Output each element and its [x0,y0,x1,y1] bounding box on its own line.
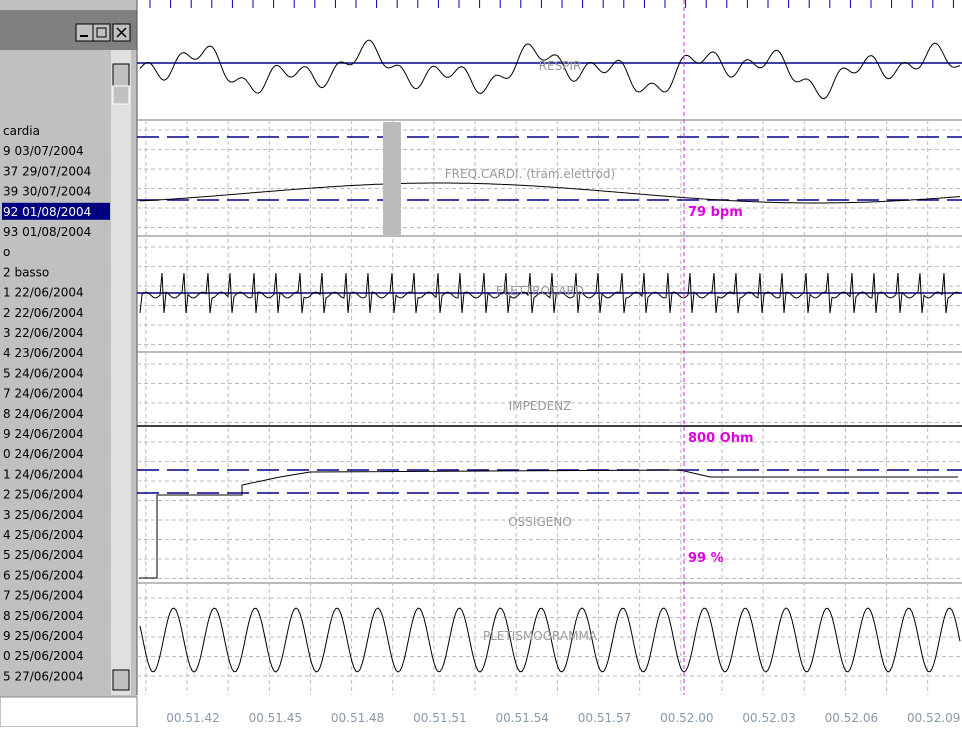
list-item[interactable]: 7 25/06/2004 [3,589,84,603]
time-label: 00.52.00 [660,711,713,725]
time-label: 00.51.51 [413,711,466,725]
list-item[interactable]: 1 22/06/2004 [3,286,84,300]
list-item[interactable]: 92 01/08/2004 [3,205,91,219]
list-item[interactable]: 8 24/06/2004 [3,407,84,421]
cursor-value: 800 Ohm [688,431,754,446]
list-item[interactable]: 2 22/06/2004 [3,306,84,320]
ecg-wave [139,272,961,314]
scrollbar[interactable] [111,50,131,695]
time-label: 00.51.42 [166,711,219,725]
list-item[interactable]: 7 24/06/2004 [3,387,84,401]
respiration-wave [139,39,961,100]
list-item[interactable]: 3 25/06/2004 [3,508,84,522]
list-item[interactable]: 4 25/06/2004 [3,528,84,542]
plot: 00.51.42 00.51.45 00.51.48 00.51.51 00.51.54… [104,0,962,725]
list-item[interactable]: 8 25/06/2004 [3,609,84,623]
list-item[interactable]: 9 03/07/2004 [3,144,84,158]
list-item[interactable]: 93 01/08/2004 [3,225,91,239]
scroll-down[interactable] [112,669,130,691]
list-item[interactable]: 5 25/06/2004 [3,548,84,562]
channel-label: IMPEDENZ [509,399,572,413]
list [0,50,111,695]
icon [116,27,127,38]
time-label: 00.51.45 [249,711,302,725]
time-label: 00.52.03 [742,711,795,725]
channel-label: ELETTROCARD [496,284,584,298]
status [0,696,138,728]
scroll-thumb[interactable] [112,85,130,105]
list-item[interactable]: 9 24/06/2004 [3,427,84,441]
list-item[interactable]: 9 25/06/2004 [3,629,84,643]
pleth-wave [139,607,961,673]
time-label: 00.51.54 [495,711,548,725]
minimize[interactable] [75,23,94,42]
selection [2,202,110,220]
list-item[interactable]: 1 24/06/2004 [3,467,84,481]
cursor-value: 99 % [688,551,724,566]
channel-label: OSSIGENO [508,515,572,529]
channel-label: FREQ.CARDI. (tram.elettrod) [445,167,615,181]
window-buttons[interactable] [75,23,131,42]
time-label: 00.51.57 [578,711,631,725]
time-label: 00.52.09 [907,711,960,725]
icon [96,27,107,38]
time-label: 00.52.06 [825,711,878,725]
list-item[interactable]: 0 24/06/2004 [3,447,84,461]
cursor-value: 79 bpm [688,205,743,220]
channel-label: RESPIR [539,59,582,73]
list-item[interactable]: 0 25/06/2004 [3,649,84,663]
list-item[interactable]: 5 27/06/2004 [3,669,84,683]
time-label: 00.51.48 [331,711,384,725]
channel-label: PLETISMOGRAMMA [483,629,598,643]
list-item[interactable]: 5 24/06/2004 [3,366,84,380]
list-item[interactable]: 2 basso [3,265,49,279]
list-items: cardia 9 03/07/2004 37 29/07/2004 39 30/07/… [2,124,110,683]
list-item[interactable]: 39 30/07/2004 [3,185,91,199]
oxygen-wave [139,469,958,579]
list-item[interactable]: o [3,245,10,259]
list-item[interactable]: 6 25/06/2004 [3,568,84,582]
marker [383,122,401,235]
list-item[interactable]: 2 25/06/2004 [3,488,84,502]
maximize[interactable] [92,23,111,42]
list-item[interactable]: 3 22/06/2004 [3,326,84,340]
list-item[interactable]: cardia [3,124,40,138]
list-item[interactable]: 4 23/06/2004 [3,346,84,360]
list-item[interactable]: 37 29/07/2004 [3,164,91,178]
heart-rate-wave [139,182,961,204]
